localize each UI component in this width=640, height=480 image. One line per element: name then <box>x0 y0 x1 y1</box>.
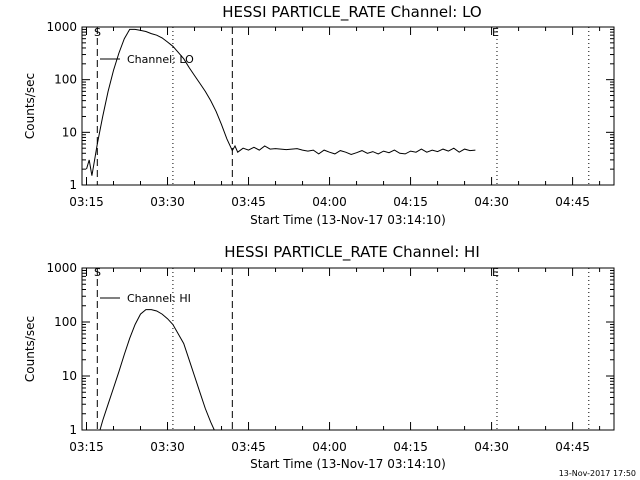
x-tick-label: 03:15 <box>69 195 104 209</box>
x-tick-label: 03:30 <box>150 195 185 209</box>
x-tick-label: 04:00 <box>312 440 347 454</box>
y-tick-label: 10 <box>62 125 77 139</box>
chart-title: HESSI PARTICLE_RATE Channel: HI <box>224 243 480 262</box>
y-tick-label: 100 <box>54 315 77 329</box>
plot-frame <box>81 26 615 186</box>
x-tick-label: 03:30 <box>150 440 185 454</box>
chart-panel-lo: HESSI PARTICLE_RATE Channel: LO Counts/s… <box>23 3 615 227</box>
y-axis-label: Counts/sec <box>23 73 37 139</box>
series-line <box>99 309 215 431</box>
footer-timestamp: 13-Nov-2017 17:50 <box>559 469 636 478</box>
x-tick-label: 04:45 <box>555 195 590 209</box>
x-axis-label: Start Time (13-Nov-17 03:14:10) <box>250 457 446 471</box>
x-tick-label: 04:15 <box>393 440 428 454</box>
legend-label: Channel: LO <box>127 53 194 66</box>
series-line <box>86 28 476 176</box>
y-tick-label: 1 <box>69 178 77 192</box>
y-tick-label: 1000 <box>46 261 77 275</box>
end-marker: E <box>492 266 499 279</box>
y-tick-label: 10 <box>62 369 77 383</box>
x-tick-label: 04:45 <box>555 440 590 454</box>
x-tick-label: 03:45 <box>231 195 266 209</box>
x-tick-label: 04:15 <box>393 195 428 209</box>
legend-label: Channel: HI <box>127 292 191 305</box>
plot-frame <box>81 267 615 431</box>
chart-panel-hi: HESSI PARTICLE_RATE Channel: HI Counts/s… <box>23 243 615 471</box>
y-tick-label: 100 <box>54 73 77 87</box>
end-marker: E <box>492 26 499 39</box>
x-tick-label: 03:15 <box>69 440 104 454</box>
x-tick-label: 04:30 <box>474 195 509 209</box>
y-axis-label: Counts/sec <box>23 316 37 382</box>
x-tick-label: 03:45 <box>231 440 266 454</box>
y-tick-label: 1 <box>69 423 77 437</box>
x-axis-label: Start Time (13-Nov-17 03:14:10) <box>250 213 446 227</box>
x-tick-label: 04:00 <box>312 195 347 209</box>
chart-title: HESSI PARTICLE_RATE Channel: LO <box>222 3 481 22</box>
y-tick-label: 1000 <box>46 20 77 34</box>
x-tick-label: 04:30 <box>474 440 509 454</box>
